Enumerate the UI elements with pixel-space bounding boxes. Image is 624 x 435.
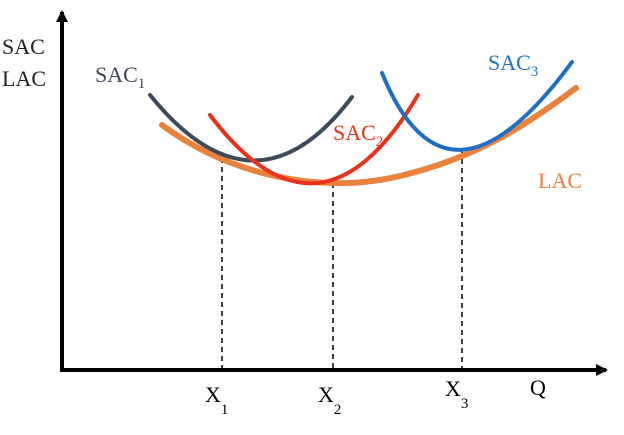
point-sub: 2 [334,402,342,418]
curve-sub: 1 [138,76,146,92]
lac-curve [159,85,579,187]
curve-sub: 3 [531,64,539,80]
point-name: X [318,382,334,407]
curve-name: SAC [95,62,138,87]
point-sub: 3 [461,396,469,412]
curve-name: SAC [488,50,531,75]
x-axis-label: Q [530,375,546,400]
point-label: X2 [318,382,341,418]
curve-label: SAC1 [95,62,145,92]
curve-sub: 2 [376,134,384,150]
curve-label: LAC [538,168,582,193]
point-name: X [205,382,221,407]
point-label: X3 [445,376,468,412]
curve-label: SAC2 [333,120,383,150]
curve-label: SAC3 [488,50,538,80]
y-axis-label: SAC [2,34,45,59]
point-label: X1 [205,382,228,418]
sac2-curve [208,93,420,186]
sac1-curve [148,93,354,163]
y-axis-label: LAC [2,66,46,91]
sac3-curve [380,60,574,152]
curve-name: SAC [333,120,376,145]
point-sub: 1 [221,402,229,418]
point-name: X [445,376,461,401]
